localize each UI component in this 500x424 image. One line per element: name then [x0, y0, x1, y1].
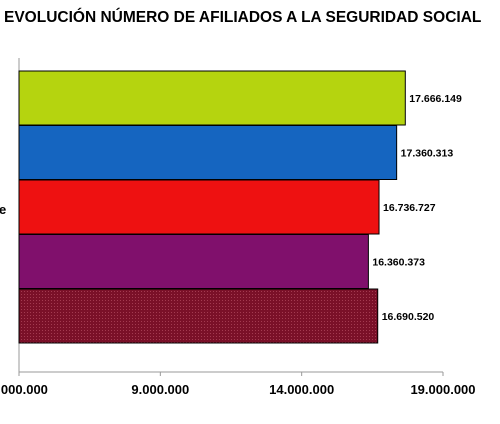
- bar: [18, 179, 380, 235]
- bar: [18, 70, 406, 126]
- bar-value-label: 17.666.149: [409, 93, 462, 105]
- bar-value-label: 16.736.727: [383, 202, 436, 214]
- bar-value-label: 17.360.313: [401, 148, 454, 160]
- chart-title: EVOLUCIÓN NÚMERO DE AFILIADOS A LA SEGUR…: [4, 8, 481, 26]
- x-tick-label: 9.000.000: [131, 382, 189, 397]
- bars: [18, 70, 406, 344]
- x-tick-label: 4.000.000: [0, 382, 48, 397]
- bar-value-label: 16.690.520: [382, 311, 435, 323]
- x-tick-label: 19.000.000: [410, 382, 475, 397]
- bar: [18, 288, 379, 344]
- bar: [18, 125, 398, 180]
- category-label: re: [0, 202, 6, 217]
- data-labels: 17.666.149 17.360.313 16.736.727 16.360.373…: [372, 93, 462, 323]
- x-tick-label: 14.000.000: [269, 382, 334, 397]
- bar-value-label: 16.360.373: [372, 257, 425, 269]
- x-axis-ticks: 4.000.000 9.000.000 14.000.000 19.000.000: [0, 372, 476, 397]
- bar: [18, 234, 369, 289]
